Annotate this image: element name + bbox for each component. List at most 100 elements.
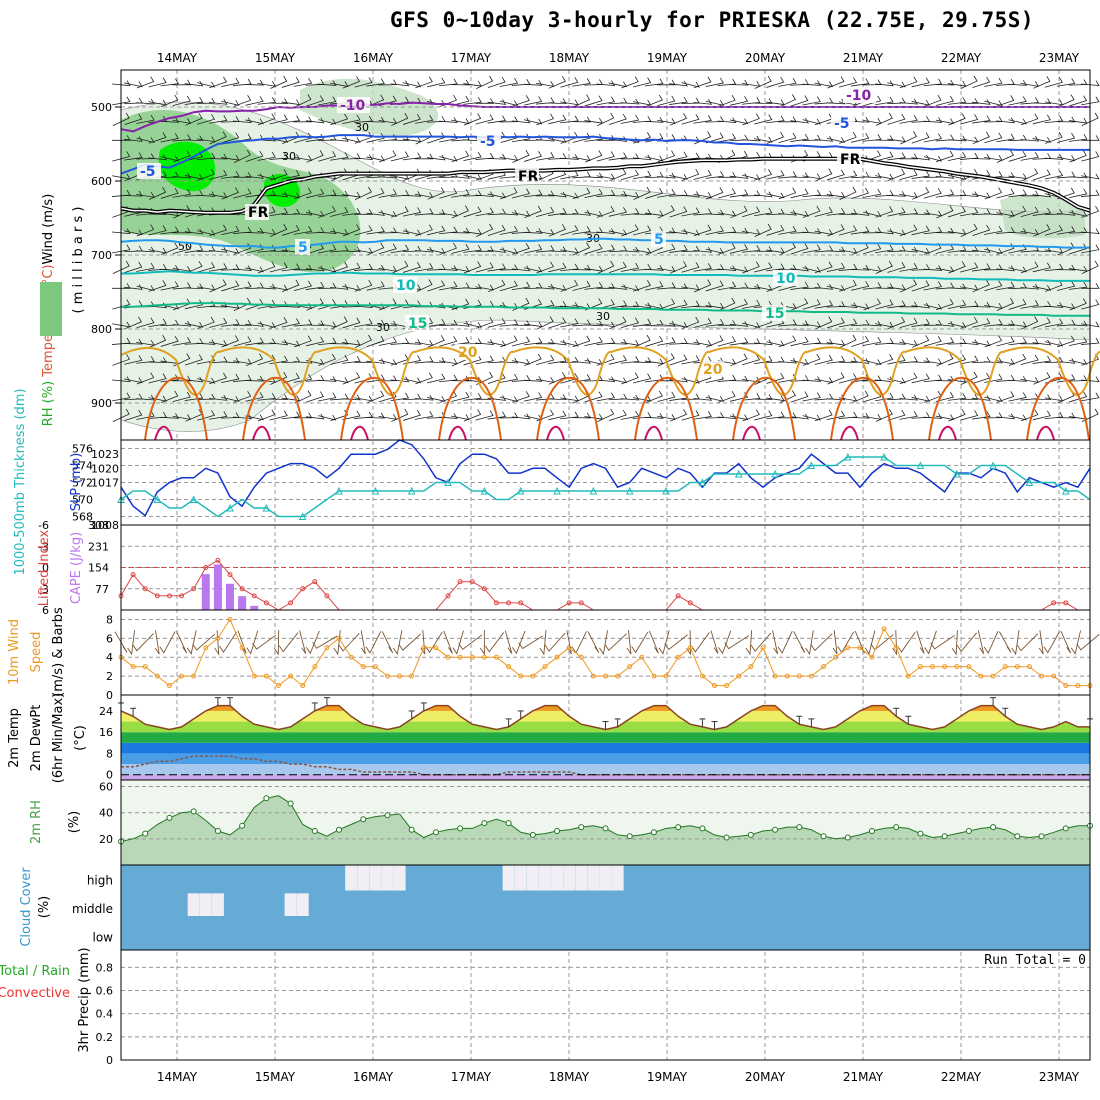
wind-barb xyxy=(802,228,822,234)
wind-barb xyxy=(548,98,567,105)
surface-wind-barb xyxy=(626,630,632,655)
surface-wind-barb xyxy=(832,630,838,655)
wind-barb xyxy=(281,224,300,236)
date-label-bottom: 19MAY xyxy=(647,1070,688,1084)
wind-barb xyxy=(814,300,834,309)
wind-barb xyxy=(814,261,833,274)
isotherm-25 xyxy=(144,376,208,441)
wind-barb xyxy=(426,357,446,364)
wind-barb xyxy=(548,410,567,421)
wind-barb xyxy=(935,189,955,198)
wind-barb xyxy=(584,320,604,327)
wind-barb xyxy=(208,247,228,253)
wind-barb xyxy=(305,188,325,199)
wind-barb xyxy=(439,133,458,143)
wind-barb xyxy=(887,207,906,217)
wind-barb xyxy=(729,118,749,125)
wind-barb xyxy=(487,115,507,124)
wind-barb xyxy=(572,187,591,200)
thickness-marker xyxy=(698,478,707,486)
wind-barb xyxy=(923,117,943,123)
wind-barb xyxy=(1044,77,1063,88)
li-tick: 0 xyxy=(42,562,49,575)
wind-barb xyxy=(294,94,312,108)
wind-barb xyxy=(1033,224,1051,237)
rh-marker xyxy=(505,820,512,827)
wind-barb xyxy=(378,359,398,366)
wind-barb xyxy=(814,190,834,197)
li-marker xyxy=(687,600,693,606)
li-marker xyxy=(566,600,572,606)
rh-marker xyxy=(214,828,221,834)
wind-barb xyxy=(839,132,857,144)
wind-barb xyxy=(402,339,422,345)
wind-barb xyxy=(911,357,931,364)
wind-marker xyxy=(566,645,572,651)
wind-barb xyxy=(645,133,664,143)
wind-barb xyxy=(512,149,530,163)
wind-barb xyxy=(620,285,640,292)
wind-barb xyxy=(160,155,180,162)
wind-barb xyxy=(826,169,845,181)
wind-barb xyxy=(269,152,289,160)
wind-barb xyxy=(632,154,652,161)
wind-barb xyxy=(1068,320,1088,327)
high-cloud-bar xyxy=(345,865,358,891)
isotherm-label: 10 xyxy=(776,271,796,287)
rh-marker xyxy=(360,816,367,823)
wind-barb xyxy=(935,118,955,125)
wind-barb xyxy=(1056,78,1076,87)
wind-barb xyxy=(814,245,834,253)
date-label-bottom: 15MAY xyxy=(255,1070,296,1084)
wind-barb xyxy=(753,394,773,400)
middle-cloud-bar xyxy=(296,893,309,916)
wind-barb xyxy=(863,118,882,124)
high-cloud-bar xyxy=(611,865,624,891)
wind-barb xyxy=(790,358,809,365)
isotherm-label: 10 xyxy=(396,278,416,294)
surface-wind-barb xyxy=(504,630,513,654)
wind-barb xyxy=(887,191,906,197)
wind-barb xyxy=(524,353,542,367)
wind-barb xyxy=(887,81,906,88)
wind-barb xyxy=(1020,261,1039,274)
wind-barb xyxy=(633,280,651,292)
wind-barb xyxy=(160,133,179,143)
wind-barb xyxy=(124,355,143,365)
wind-barb xyxy=(536,81,555,87)
panel-border-precip xyxy=(120,949,1091,1061)
wind-barb xyxy=(523,414,543,421)
wind-ylabel-1: 10m Wind xyxy=(7,619,22,685)
wind-barb xyxy=(560,225,579,236)
wind-barb xyxy=(1008,392,1027,402)
wind-barb xyxy=(645,155,664,162)
wind-barb xyxy=(427,280,446,292)
wind-barb xyxy=(1081,206,1100,218)
ytick-label: 800 xyxy=(91,323,112,336)
wind-barb xyxy=(305,358,325,365)
wind-barb xyxy=(620,246,640,253)
wind-barb xyxy=(172,172,192,179)
wind-barb xyxy=(596,337,616,345)
isotherm-30 xyxy=(840,425,859,441)
wind-marker xyxy=(288,673,294,679)
wind-barb xyxy=(597,408,615,422)
wind-barb xyxy=(766,115,785,124)
wind-barb xyxy=(342,224,361,237)
wind-barb xyxy=(632,302,652,309)
wind-barb xyxy=(572,78,591,87)
thickness-marker xyxy=(407,486,416,495)
wind-barb xyxy=(293,280,312,292)
wind-barb xyxy=(996,320,1015,326)
wind-barb xyxy=(996,336,1015,347)
wind-barb xyxy=(899,317,918,329)
wind-barb xyxy=(657,353,675,367)
wind-barb xyxy=(584,172,604,179)
surface-wind-barb xyxy=(458,634,483,650)
wind-barb xyxy=(862,320,882,327)
wind-barb xyxy=(511,320,531,326)
wind-marker xyxy=(942,664,948,670)
wind-barb xyxy=(875,206,894,218)
rh-marker xyxy=(142,830,149,837)
wind-barb xyxy=(1008,189,1027,198)
